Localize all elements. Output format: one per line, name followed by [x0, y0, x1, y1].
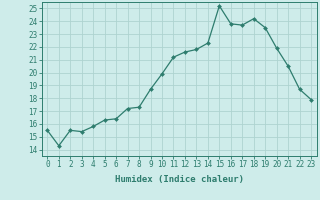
X-axis label: Humidex (Indice chaleur): Humidex (Indice chaleur)	[115, 175, 244, 184]
